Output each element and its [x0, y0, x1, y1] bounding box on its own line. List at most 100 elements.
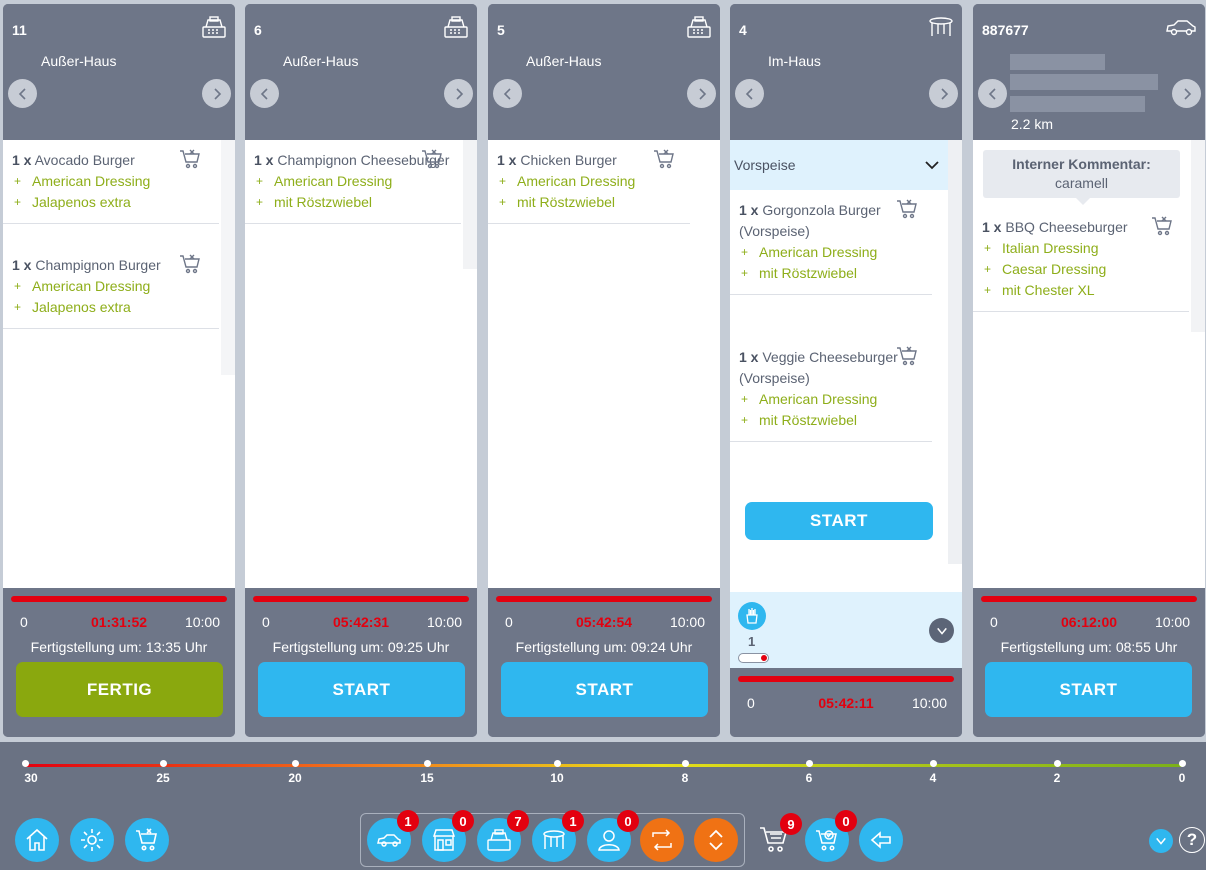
cart-remove-icon[interactable]	[896, 345, 918, 367]
prev-button[interactable]	[493, 79, 522, 108]
order-items[interactable]: 1 x Champignon Cheeseburger American Dre…	[245, 140, 477, 588]
elapsed-timer: 05:42:11	[818, 695, 874, 711]
filter-dinein-button[interactable]: 1	[532, 810, 584, 862]
settings-button[interactable]	[70, 818, 114, 862]
order-items[interactable]: 1 x Chicken Burger American Dressing mit…	[488, 140, 720, 588]
filter-customer-button[interactable]: 0	[587, 810, 639, 862]
timer-start: 0	[747, 695, 755, 711]
list-item: 1 x Chicken Burger American Dressing mit…	[488, 140, 690, 224]
prev-button[interactable]	[978, 79, 1007, 108]
prev-button[interactable]	[8, 79, 37, 108]
prev-button[interactable]	[250, 79, 279, 108]
filter-takeaway-button[interactable]: 7	[477, 810, 529, 862]
home-button[interactable]	[15, 818, 59, 862]
chevron-down-icon	[925, 161, 939, 170]
toggle[interactable]	[738, 653, 769, 663]
order-type: Außer-Haus	[41, 53, 117, 69]
start-button[interactable]: START	[501, 662, 708, 717]
time-tick	[682, 760, 689, 767]
list-item: 1 x Avocado Burger American Dressing Jal…	[3, 140, 219, 224]
chevron-up-down-icon	[709, 829, 723, 851]
cart-remove-icon[interactable]	[1151, 215, 1173, 237]
start-button[interactable]: START	[985, 662, 1192, 717]
item-modifier: mit Röstzwiebel	[739, 263, 922, 284]
list-item: 1 x Gorgonzola Burger (Vorspeise) Americ…	[730, 190, 932, 295]
item-modifier: mit Röstzwiebel	[739, 410, 922, 431]
filter-toolbar	[360, 813, 745, 867]
scrollbar[interactable]	[221, 140, 235, 375]
chevron-left-icon	[988, 87, 996, 100]
cart-remove-icon[interactable]	[653, 148, 675, 170]
order-footer: 0 05:42:31 10:00 Fertigstellung um: 09:2…	[245, 588, 477, 737]
item-qty: 1 x	[739, 349, 759, 365]
time-tick	[554, 760, 561, 767]
done-button[interactable]: FERTIG	[16, 662, 223, 717]
cart-remove-icon[interactable]	[179, 253, 201, 275]
order-number: 11	[12, 22, 27, 38]
list-item: 1 x Veggie Cheeseburger (Vorspeise) Amer…	[730, 337, 932, 442]
time-tick	[292, 760, 299, 767]
filter-delivery-button[interactable]: 1	[367, 810, 419, 862]
order-items[interactable]: Vorspeise 1 x Gorgonzola Burger (Vorspei…	[730, 140, 962, 592]
next-button[interactable]	[929, 79, 958, 108]
order-card: 6 Außer-Haus 1 x Champignon Cheeseburger…	[245, 4, 477, 737]
list-item: 1 x Champignon Burger American Dressing …	[3, 245, 219, 329]
prev-button[interactable]	[735, 79, 764, 108]
internal-comment: Interner Kommentar: caramell	[983, 150, 1180, 205]
timer-start: 0	[505, 614, 513, 630]
list-item: 1 x Champignon Cheeseburger American Dre…	[245, 140, 461, 224]
time-label: 6	[805, 771, 813, 785]
course-start-button[interactable]: START	[745, 502, 933, 540]
chevron-left-icon	[503, 87, 511, 100]
fries-icon	[738, 602, 766, 630]
redacted-address	[1010, 74, 1158, 90]
item-name: Chicken Burger	[520, 152, 617, 168]
order-footer: 0 01:31:52 10:00 Fertigstellung um: 13:3…	[3, 588, 235, 737]
redacted-address	[1010, 54, 1105, 70]
table-icon	[929, 17, 953, 36]
course-header[interactable]: Vorspeise	[730, 140, 948, 190]
order-footer: 0 05:42:54 10:00 Fertigstellung um: 09:2…	[488, 588, 720, 737]
next-button[interactable]	[1172, 79, 1201, 108]
next-button[interactable]	[687, 79, 716, 108]
next-button[interactable]	[202, 79, 231, 108]
next-button[interactable]	[444, 79, 473, 108]
scrollbar[interactable]	[1191, 140, 1205, 332]
chevron-down-icon	[1156, 837, 1166, 845]
item-qty: 1 x	[497, 152, 517, 168]
order-number: 4	[739, 22, 747, 38]
swap-button[interactable]	[640, 818, 684, 862]
cart-check-button[interactable]: 0	[805, 810, 857, 862]
filter-pickup-button[interactable]: 0	[422, 810, 474, 862]
order-board: 11 Außer-Haus 1 x Avocado Burger America…	[0, 0, 1206, 742]
start-button[interactable]: START	[258, 662, 465, 717]
cash-register-icon	[202, 16, 226, 38]
item-modifier: mit Chester XL	[982, 280, 1179, 301]
cart-clear-button[interactable]	[125, 818, 169, 862]
scrollbar[interactable]	[948, 140, 962, 564]
item-modifier: Caesar Dressing	[982, 259, 1179, 280]
item-name: Veggie Cheeseburger (Vorspeise)	[739, 349, 898, 386]
timer-max: 10:00	[669, 614, 705, 630]
item-modifier: Italian Dressing	[982, 238, 1179, 259]
item-modifier: mit Röstzwiebel	[497, 192, 680, 213]
chevron-right-icon	[1183, 87, 1191, 100]
timer-max: 10:00	[911, 695, 947, 711]
expand-collapse-button[interactable]	[694, 818, 738, 862]
order-items[interactable]: Interner Kommentar: caramell 1 x BBQ Che…	[973, 140, 1205, 588]
cart-remove-icon[interactable]	[896, 198, 918, 220]
collapse-button[interactable]	[1149, 829, 1173, 853]
car-icon	[377, 834, 401, 847]
help-button[interactable]: ?	[1179, 827, 1205, 853]
cart-remove-icon[interactable]	[421, 148, 443, 170]
time-label: 10	[550, 771, 564, 785]
chevron-right-icon	[698, 87, 706, 100]
time-label: 8	[681, 771, 689, 785]
expand-button[interactable]	[929, 618, 954, 643]
cart-remove-icon[interactable]	[179, 148, 201, 170]
back-button[interactable]	[859, 818, 903, 862]
comment-text: caramell	[1055, 175, 1108, 191]
order-items[interactable]: 1 x Avocado Burger American Dressing Jal…	[3, 140, 235, 588]
count-badge: 0	[617, 810, 639, 832]
scrollbar[interactable]	[463, 140, 477, 269]
